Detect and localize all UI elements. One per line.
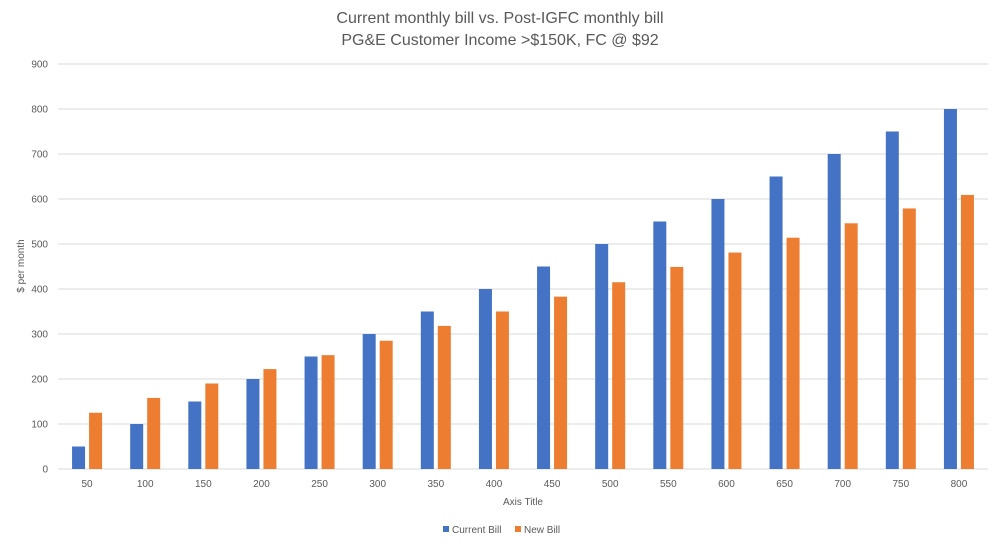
bar-current-bill [537,266,551,469]
x-tick-label: 350 [427,479,444,490]
chart-title: Current monthly bill vs. Post-IGFC month… [336,10,663,27]
bar-new-bill [554,296,568,469]
x-tick-label: 500 [602,479,619,490]
legend-label-current-bill: Current Bill [452,525,501,536]
x-tick-label: 200 [253,479,270,490]
bar-new-bill [205,383,219,469]
x-tick-label: 800 [951,479,968,490]
legend-label-new-bill: New Bill [524,525,560,536]
bar-new-bill [379,340,393,469]
x-tick-label: 50 [82,479,94,490]
legend-swatch-new-bill [515,526,521,532]
bar-new-bill [728,252,742,469]
x-tick-label: 250 [311,479,328,490]
bar-new-bill [960,194,974,469]
y-tick-label: 200 [31,375,48,386]
x-tick-label: 400 [486,479,503,490]
bar-new-bill [147,397,161,469]
y-tick-label: 0 [42,465,48,476]
y-tick-label: 600 [31,195,48,206]
legend-swatch-current-bill [443,526,449,532]
bar-current-bill [711,199,725,469]
y-axis-ticks: 0 100 200 300 400 500 600 700 800 900 [31,60,48,476]
bar-current-bill [885,131,899,469]
x-tick-label: 650 [776,479,793,490]
y-tick-label: 400 [31,285,48,296]
bars [72,109,974,469]
bar-current-bill [769,176,783,469]
legend: Current Bill New Bill [443,525,560,536]
x-tick-label: 600 [718,479,735,490]
x-tick-label: 150 [195,479,212,490]
bar-current-bill [420,311,434,469]
bar-current-bill [72,446,86,469]
bar-new-bill [321,355,335,469]
bar-current-bill [653,221,667,469]
bar-current-bill [478,289,492,469]
x-tick-label: 100 [137,479,154,490]
bar-new-bill [89,412,103,469]
x-tick-label: 450 [544,479,561,490]
y-tick-label: 700 [31,150,48,161]
x-tick-label: 700 [834,479,851,490]
x-tick-label: 550 [660,479,677,490]
chart-subtitle: PG&E Customer Income >$150K, FC @ $92 [341,32,658,49]
bar-current-bill [188,401,202,469]
bar-new-bill [263,369,277,469]
y-tick-label: 300 [31,330,48,341]
bar-current-bill [362,334,376,469]
bar-current-bill [595,244,609,469]
y-tick-label: 800 [31,105,48,116]
bar-new-bill [670,266,684,469]
y-tick-label: 500 [31,240,48,251]
bar-new-bill [437,325,451,469]
bar-current-bill [246,379,260,469]
x-axis-title: Axis Title [503,497,543,508]
bar-current-bill [943,109,957,469]
y-tick-label: 900 [31,60,48,71]
x-tick-label: 750 [892,479,909,490]
x-tick-label: 300 [369,479,386,490]
bar-new-bill [902,208,916,469]
bar-new-bill [786,237,800,469]
bar-current-bill [130,424,144,469]
x-axis-ticks: 50 100 150 200 250 300 350 400 450 500 550 600 650 70… [82,479,968,490]
bar-current-bill [304,356,318,469]
bar-new-bill [844,223,858,469]
bar-new-bill [612,282,626,469]
bar-new-bill [495,311,509,469]
bar-current-bill [827,154,841,469]
y-axis-title: $ per month [16,239,27,292]
y-tick-label: 100 [31,420,48,431]
